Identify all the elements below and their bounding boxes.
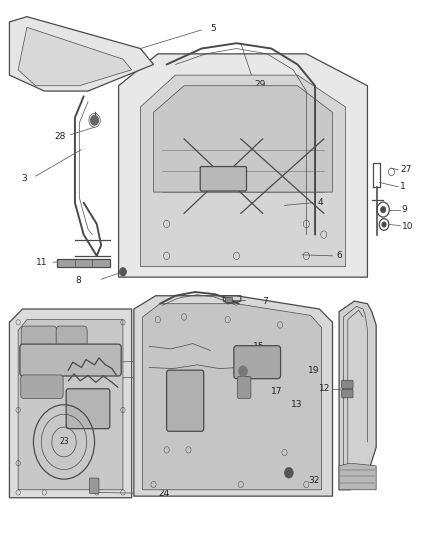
Text: 11: 11 (36, 258, 48, 266)
Text: 7: 7 (263, 297, 268, 306)
Polygon shape (10, 17, 153, 91)
Text: 12: 12 (319, 384, 330, 393)
FancyBboxPatch shape (20, 344, 121, 376)
Text: 28: 28 (54, 132, 65, 141)
Text: 5: 5 (210, 24, 216, 33)
Text: 19: 19 (308, 366, 320, 375)
Polygon shape (141, 75, 346, 266)
Text: 29: 29 (254, 79, 265, 88)
Polygon shape (339, 301, 376, 490)
FancyBboxPatch shape (234, 346, 281, 378)
Text: 8: 8 (76, 276, 81, 285)
FancyBboxPatch shape (89, 478, 99, 494)
Text: 32: 32 (308, 477, 320, 485)
Text: 3: 3 (21, 174, 27, 183)
Text: 9: 9 (402, 205, 407, 214)
Circle shape (120, 268, 127, 276)
FancyBboxPatch shape (200, 166, 247, 191)
Text: 10: 10 (402, 222, 413, 231)
FancyBboxPatch shape (237, 376, 251, 398)
FancyBboxPatch shape (21, 326, 57, 348)
Polygon shape (18, 27, 132, 86)
Circle shape (382, 222, 386, 227)
Polygon shape (10, 309, 132, 498)
Text: 13: 13 (291, 400, 303, 409)
FancyBboxPatch shape (166, 370, 204, 431)
Polygon shape (143, 304, 321, 490)
Polygon shape (153, 86, 332, 192)
Text: 6: 6 (336, 252, 342, 260)
FancyBboxPatch shape (21, 375, 63, 398)
FancyBboxPatch shape (225, 297, 232, 302)
Polygon shape (339, 463, 376, 490)
Text: 27: 27 (400, 165, 412, 174)
Circle shape (285, 467, 293, 478)
Text: 1: 1 (400, 182, 406, 191)
Circle shape (239, 366, 247, 376)
Text: 23: 23 (59, 438, 69, 447)
FancyBboxPatch shape (66, 389, 110, 429)
Text: 14: 14 (251, 360, 262, 369)
Circle shape (91, 116, 99, 125)
FancyBboxPatch shape (56, 326, 87, 348)
Polygon shape (18, 320, 123, 490)
Polygon shape (134, 296, 332, 496)
Text: 21: 21 (160, 357, 172, 366)
Text: 15: 15 (253, 342, 264, 351)
Text: 4: 4 (317, 198, 323, 207)
FancyBboxPatch shape (342, 389, 353, 398)
Text: 22: 22 (159, 374, 170, 383)
Circle shape (381, 206, 386, 213)
Text: 17: 17 (272, 387, 283, 396)
Text: 24: 24 (159, 489, 170, 498)
Polygon shape (119, 54, 367, 277)
FancyBboxPatch shape (342, 380, 353, 389)
Polygon shape (57, 259, 110, 266)
